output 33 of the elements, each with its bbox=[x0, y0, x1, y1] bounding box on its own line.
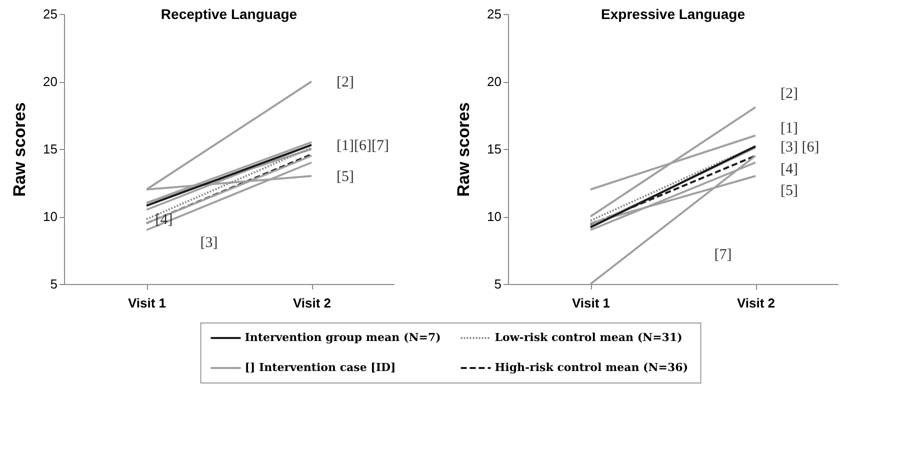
annotation: [5] bbox=[336, 169, 354, 185]
legend-label: [] Intervention case [ID] bbox=[244, 361, 396, 374]
annotation: [7] bbox=[714, 247, 732, 263]
y-tick-label: 20 bbox=[43, 74, 58, 89]
annotation: [2] bbox=[780, 86, 798, 102]
y-tick-label: 10 bbox=[43, 209, 58, 224]
y-tick-label: 15 bbox=[487, 142, 502, 156]
y-tick-label: 25 bbox=[487, 6, 502, 22]
annotation: [4] bbox=[780, 162, 798, 178]
chart-title: Receptive Language bbox=[160, 6, 298, 22]
annotation: [2] bbox=[336, 74, 354, 90]
annotation: [3] bbox=[200, 235, 218, 251]
legend-label: Intervention group mean (N=7) bbox=[244, 331, 441, 344]
annotation: [4] bbox=[155, 212, 173, 228]
y-tick-label: 5 bbox=[50, 276, 58, 292]
y-tick-label: 20 bbox=[487, 74, 502, 89]
annotation: [1] bbox=[780, 120, 798, 136]
x-tick-label: Visit 2 bbox=[292, 296, 332, 310]
y-axis-title: Raw scores bbox=[10, 102, 30, 197]
annotation: [5] bbox=[780, 183, 798, 199]
annotation: [1][6][7] bbox=[336, 138, 389, 154]
y-tick-label: 15 bbox=[43, 142, 58, 156]
legend-label: High-risk control mean (N=36) bbox=[494, 361, 688, 374]
x-tick-label: Visit 1 bbox=[572, 296, 610, 310]
y-tick-label: 10 bbox=[487, 209, 502, 224]
legend-label: Low-risk control mean (N=31) bbox=[494, 331, 682, 344]
y-tick-label: 5 bbox=[494, 276, 502, 292]
y-axis-title: Raw scores bbox=[454, 102, 474, 197]
x-tick-label: Visit 2 bbox=[736, 296, 776, 310]
annotation: [3] [6] bbox=[780, 139, 820, 156]
y-tick-label: 25 bbox=[43, 6, 58, 22]
x-tick-label: Visit 1 bbox=[128, 296, 166, 310]
chart-title: Expressive Language bbox=[601, 6, 746, 22]
